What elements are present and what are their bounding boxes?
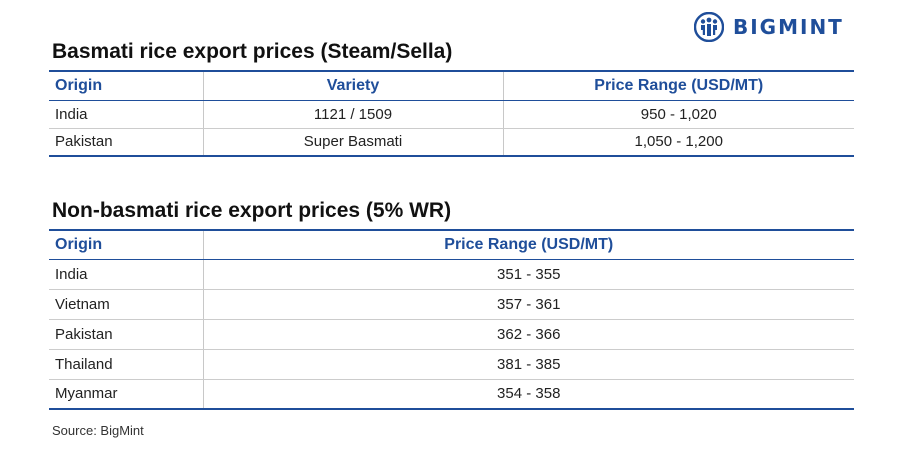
- origin-cell: India: [49, 259, 203, 290]
- table-row: Vietnam 357 - 361: [49, 289, 854, 320]
- origin-cell: India: [49, 100, 203, 129]
- table-row: India 1121 / 1509 950 - 1,020: [49, 100, 854, 129]
- variety-cell: Super Basmati: [202, 128, 503, 157]
- origin-cell: Vietnam: [49, 289, 203, 320]
- column-header-price-range: Price Range (USD/MT): [502, 70, 854, 101]
- origin-cell: Pakistan: [49, 128, 203, 157]
- column-header-variety: Variety: [202, 70, 503, 101]
- column-header-price-range: Price Range (USD/MT): [202, 229, 854, 260]
- variety-cell: 1121 / 1509: [202, 100, 503, 129]
- origin-cell: Myanmar: [49, 379, 203, 410]
- basmati-price-table: Origin Variety Price Range (USD/MT) Indi…: [49, 70, 854, 157]
- price-range-cell: 357 - 361: [202, 289, 854, 320]
- table-header-row: Origin Price Range (USD/MT): [49, 229, 854, 260]
- brand-name: BIGMINT: [733, 15, 844, 39]
- table-row: Pakistan Super Basmati 1,050 - 1,200: [49, 128, 854, 157]
- table-header-row: Origin Variety Price Range (USD/MT): [49, 70, 854, 101]
- table-row: India 351 - 355: [49, 259, 854, 290]
- non-basmati-title: Non-basmati rice export prices (5% WR): [52, 199, 452, 222]
- non-basmati-price-table: Origin Price Range (USD/MT) India 351 - …: [49, 229, 854, 410]
- table-row: Pakistan 362 - 366: [49, 319, 854, 350]
- source-note: Source: BigMint: [52, 423, 144, 438]
- price-range-cell: 362 - 366: [202, 319, 854, 350]
- price-range-cell: 381 - 385: [202, 349, 854, 380]
- bigmint-logo: BIGMINT: [694, 12, 844, 42]
- price-range-cell: 1,050 - 1,200: [502, 128, 854, 157]
- table-row: Thailand 381 - 385: [49, 349, 854, 380]
- price-range-cell: 950 - 1,020: [502, 100, 854, 129]
- origin-cell: Pakistan: [49, 319, 203, 350]
- table-row: Myanmar 354 - 358: [49, 379, 854, 410]
- price-range-cell: 351 - 355: [202, 259, 854, 290]
- origin-cell: Thailand: [49, 349, 203, 380]
- basmati-title: Basmati rice export prices (Steam/Sella): [52, 40, 453, 63]
- people-icon: [694, 12, 724, 42]
- column-header-origin: Origin: [49, 229, 203, 260]
- column-header-origin: Origin: [49, 70, 203, 101]
- price-range-cell: 354 - 358: [202, 379, 854, 410]
